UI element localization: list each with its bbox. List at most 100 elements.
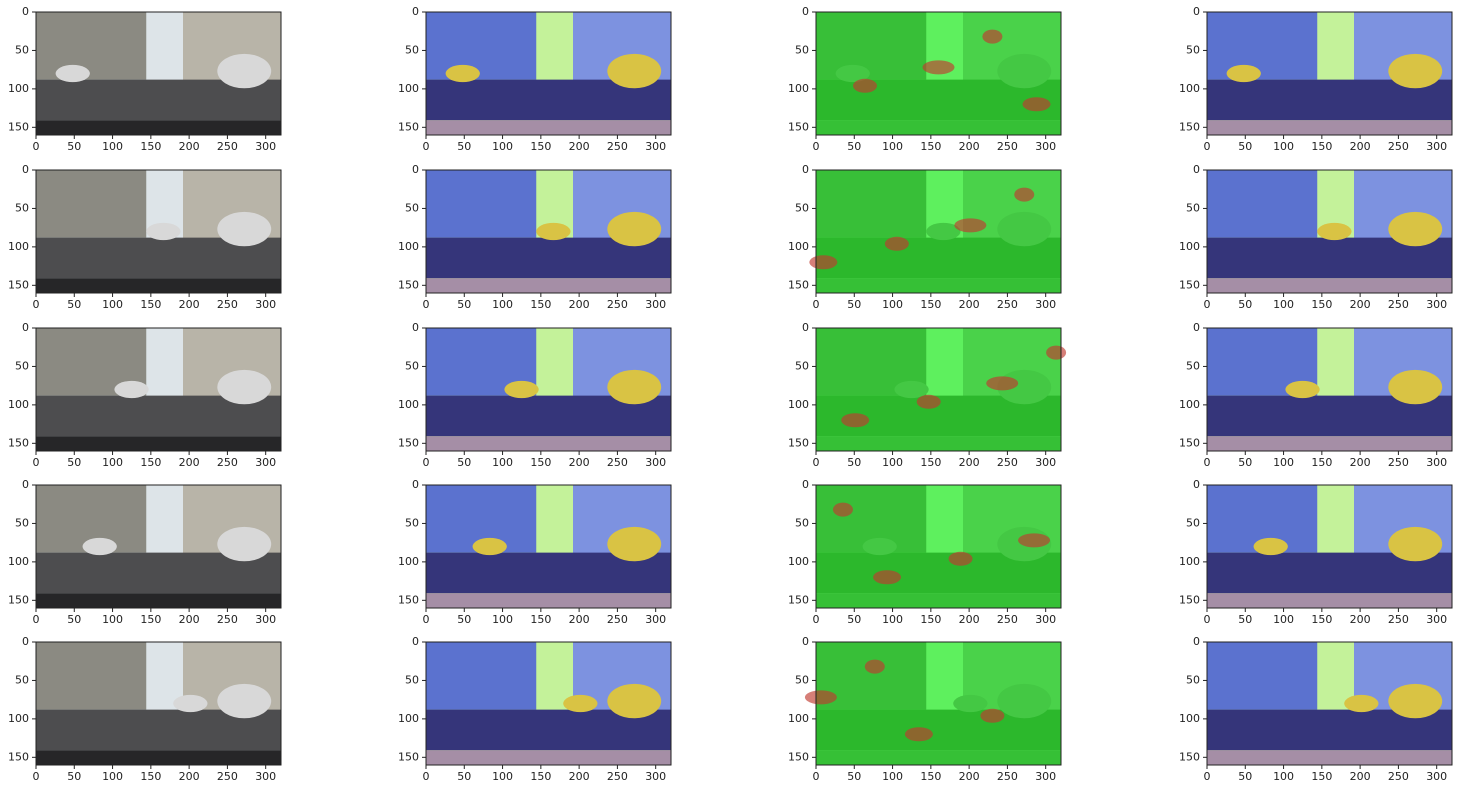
x-tick-label: 150 <box>1311 456 1332 469</box>
x-tick-label: 250 <box>1388 456 1409 469</box>
image-car <box>607 212 661 246</box>
y-tick-label: 100 <box>1179 240 1200 253</box>
x-tick-label: 150 <box>1311 613 1332 626</box>
x-tick-label: 100 <box>882 613 903 626</box>
image-error-region <box>917 395 941 409</box>
x-tick-label: 100 <box>882 298 903 311</box>
x-tick-label: 50 <box>1238 613 1252 626</box>
x-tick-label: 100 <box>492 770 513 783</box>
image-car <box>56 65 90 82</box>
image-error-region <box>1046 346 1066 360</box>
y-tick-label: 50 <box>1186 516 1200 529</box>
image-hood <box>1207 593 1452 608</box>
x-tick-label: 150 <box>140 770 161 783</box>
image-car <box>114 381 148 398</box>
y-tick-label: 50 <box>405 359 419 372</box>
image-car <box>83 538 117 555</box>
image-car <box>446 65 480 82</box>
x-tick-label: 50 <box>1238 770 1252 783</box>
image-hood <box>426 750 671 765</box>
y-tick-label: 100 <box>1179 82 1200 95</box>
x-tick-label: 50 <box>457 770 471 783</box>
x-tick-label: 150 <box>530 140 551 153</box>
image-error-region <box>873 570 901 584</box>
image-error-region <box>1018 533 1050 547</box>
x-tick-label: 200 <box>569 298 590 311</box>
x-tick-label: 200 <box>959 140 980 153</box>
y-tick-label: 50 <box>795 43 809 56</box>
x-tick-label: 100 <box>492 456 513 469</box>
y-tick-label: 0 <box>1193 163 1200 176</box>
y-tick-label: 150 <box>1179 120 1200 133</box>
y-tick-label: 150 <box>1179 593 1200 606</box>
x-tick-label: 250 <box>607 140 628 153</box>
x-tick-label: 300 <box>645 613 666 626</box>
x-tick-label: 150 <box>1311 770 1332 783</box>
image-error-region <box>954 218 986 232</box>
y-tick-label: 0 <box>802 321 809 334</box>
x-tick-label: 0 <box>33 456 40 469</box>
y-tick-label: 150 <box>1179 750 1200 763</box>
image-car <box>1388 370 1442 404</box>
x-tick-label: 100 <box>102 456 123 469</box>
x-tick-label: 50 <box>1238 298 1252 311</box>
x-tick-label: 200 <box>569 456 590 469</box>
panel: 050100150200250300050100150 <box>1179 478 1452 626</box>
y-tick-label: 50 <box>1186 43 1200 56</box>
x-tick-label: 300 <box>1035 298 1056 311</box>
y-tick-label: 0 <box>1193 478 1200 491</box>
y-tick-label: 50 <box>15 516 29 529</box>
x-tick-label: 50 <box>1238 140 1252 153</box>
x-tick-label: 50 <box>457 456 471 469</box>
x-tick-label: 200 <box>959 770 980 783</box>
image-car <box>1227 65 1261 82</box>
x-tick-label: 300 <box>1035 770 1056 783</box>
y-tick-label: 50 <box>405 201 419 214</box>
x-tick-label: 0 <box>423 140 430 153</box>
image-buildings-left <box>1207 12 1317 80</box>
y-tick-label: 0 <box>412 321 419 334</box>
image-car <box>217 684 271 718</box>
x-tick-label: 0 <box>1204 613 1211 626</box>
image-buildings-left <box>36 12 146 80</box>
image-car <box>997 212 1051 246</box>
image-buildings-left <box>1207 170 1317 238</box>
x-tick-label: 100 <box>882 770 903 783</box>
y-tick-label: 0 <box>1193 321 1200 334</box>
image-car <box>217 54 271 88</box>
x-tick-label: 250 <box>217 613 238 626</box>
y-tick-label: 100 <box>788 240 809 253</box>
y-tick-label: 0 <box>22 5 29 18</box>
y-tick-label: 100 <box>8 555 29 568</box>
x-tick-label: 300 <box>1426 770 1447 783</box>
x-tick-label: 250 <box>997 140 1018 153</box>
y-tick-label: 0 <box>802 5 809 18</box>
x-tick-label: 250 <box>217 140 238 153</box>
image-error-region <box>980 709 1004 723</box>
panel: 050100150200250300050100150 <box>788 5 1061 153</box>
x-tick-label: 300 <box>1035 613 1056 626</box>
x-tick-label: 300 <box>1426 140 1447 153</box>
x-tick-label: 50 <box>1238 456 1252 469</box>
y-tick-label: 100 <box>398 712 419 725</box>
y-tick-label: 0 <box>412 163 419 176</box>
x-tick-label: 300 <box>255 298 276 311</box>
y-tick-label: 0 <box>1193 5 1200 18</box>
x-tick-label: 200 <box>179 456 200 469</box>
y-tick-label: 100 <box>398 82 419 95</box>
x-tick-label: 200 <box>179 140 200 153</box>
x-tick-label: 150 <box>140 298 161 311</box>
y-tick-label: 0 <box>412 478 419 491</box>
x-tick-label: 200 <box>1350 770 1371 783</box>
image-hood <box>816 120 1061 135</box>
y-tick-label: 100 <box>788 555 809 568</box>
x-tick-label: 200 <box>1350 613 1371 626</box>
image-error-region <box>805 690 837 704</box>
image-car <box>146 223 180 240</box>
image-error-region <box>1014 188 1034 202</box>
x-tick-label: 250 <box>607 298 628 311</box>
image-car <box>536 223 570 240</box>
x-tick-label: 200 <box>959 456 980 469</box>
y-tick-label: 150 <box>8 278 29 291</box>
x-tick-label: 250 <box>217 456 238 469</box>
